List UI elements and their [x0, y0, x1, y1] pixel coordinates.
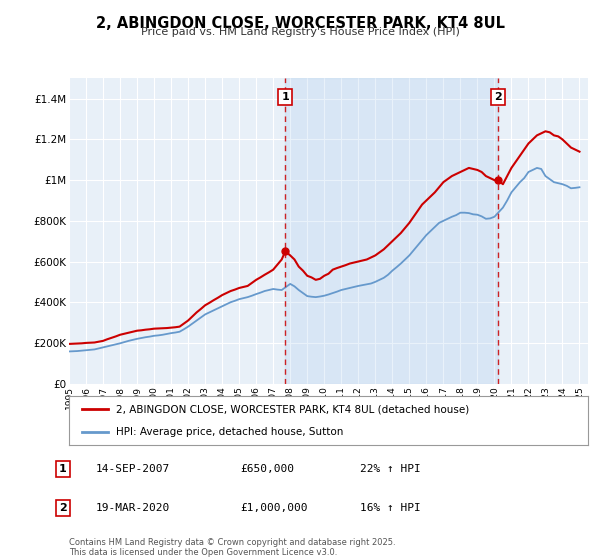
Text: 16% ↑ HPI: 16% ↑ HPI: [360, 503, 421, 513]
Text: 2, ABINGDON CLOSE, WORCESTER PARK, KT4 8UL (detached house): 2, ABINGDON CLOSE, WORCESTER PARK, KT4 8…: [116, 404, 469, 414]
Text: 2: 2: [59, 503, 67, 513]
Text: 2, ABINGDON CLOSE, WORCESTER PARK, KT4 8UL: 2, ABINGDON CLOSE, WORCESTER PARK, KT4 8…: [95, 16, 505, 31]
Text: 14-SEP-2007: 14-SEP-2007: [96, 464, 170, 474]
Text: £650,000: £650,000: [240, 464, 294, 474]
Text: 2: 2: [494, 92, 502, 102]
Text: 1: 1: [281, 92, 289, 102]
Text: 1: 1: [59, 464, 67, 474]
Bar: [285, 78, 498, 384]
Text: 22% ↑ HPI: 22% ↑ HPI: [360, 464, 421, 474]
Text: HPI: Average price, detached house, Sutton: HPI: Average price, detached house, Sutt…: [116, 427, 343, 437]
Text: Contains HM Land Registry data © Crown copyright and database right 2025.
This d: Contains HM Land Registry data © Crown c…: [69, 538, 395, 557]
Text: 19-MAR-2020: 19-MAR-2020: [96, 503, 170, 513]
Text: Price paid vs. HM Land Registry's House Price Index (HPI): Price paid vs. HM Land Registry's House …: [140, 27, 460, 38]
Text: £1,000,000: £1,000,000: [240, 503, 308, 513]
